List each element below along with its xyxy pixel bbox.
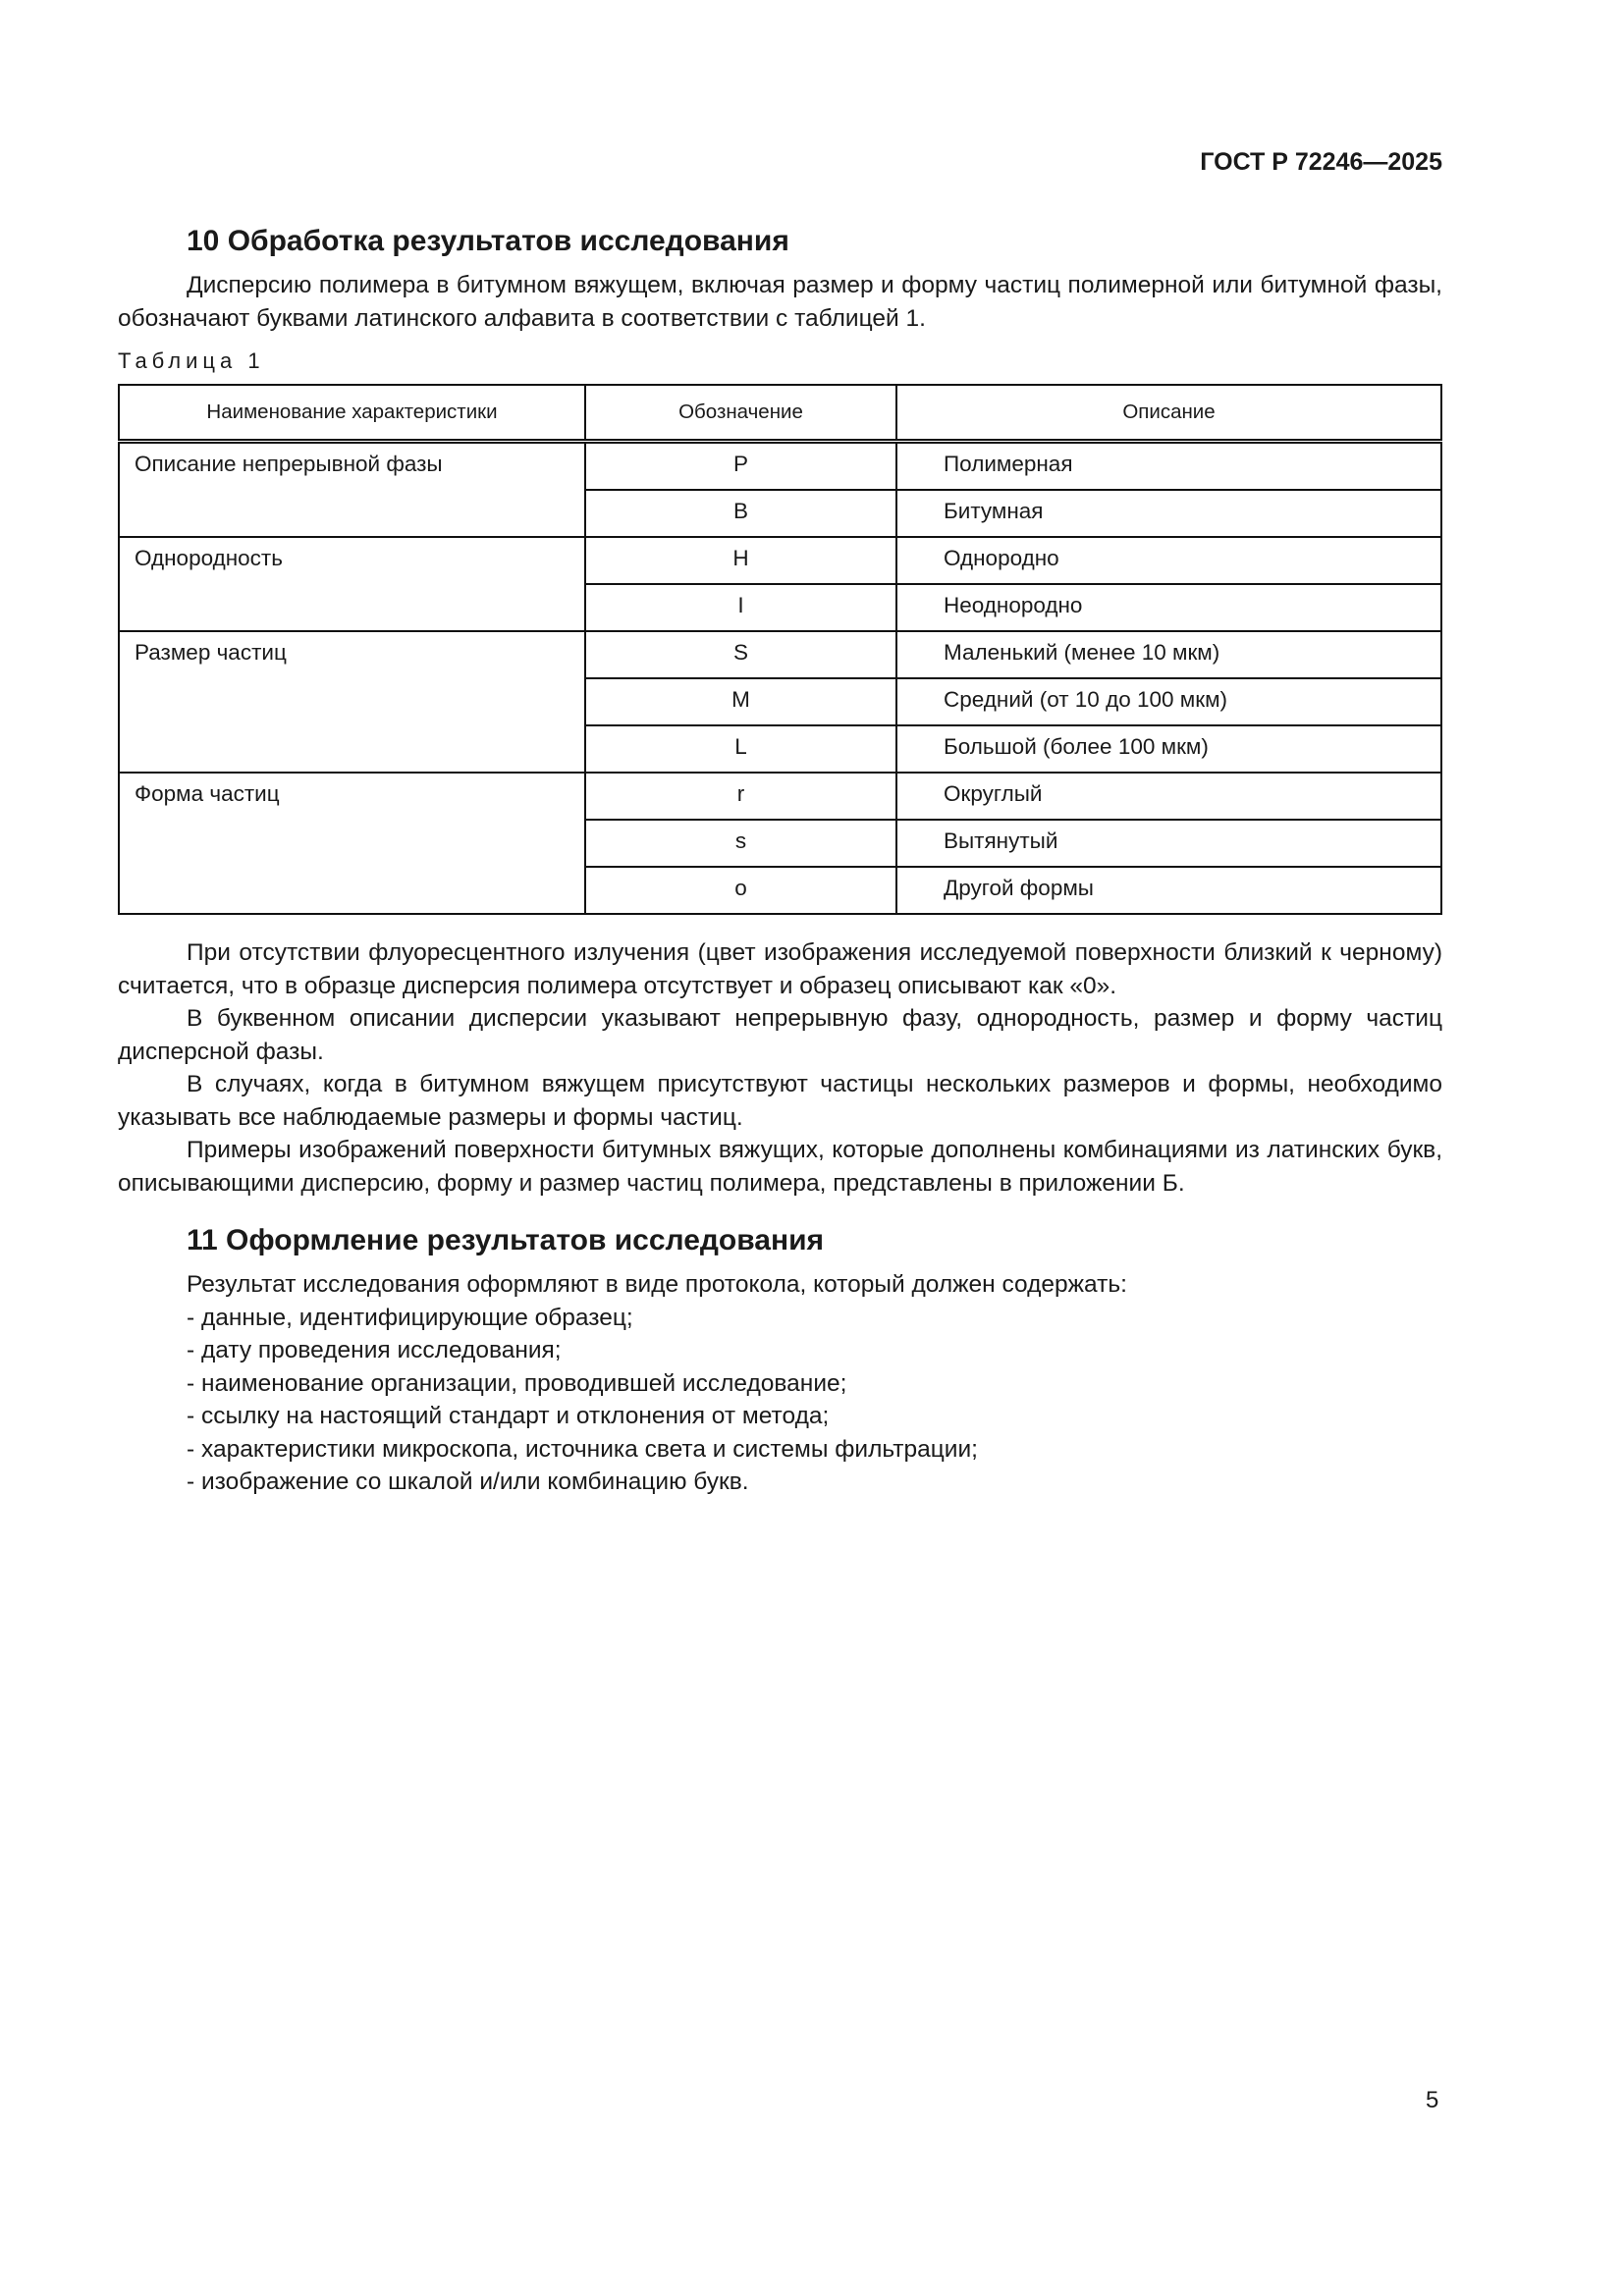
header-characteristic: Наименование характеристики [118, 384, 586, 443]
section-10-notes: При отсутствии флуоресцентного излучения… [118, 936, 1442, 1200]
list-item: - наименование организации, проводившей … [187, 1369, 847, 1397]
designation-cell: P [584, 440, 897, 491]
table-row: M Средний (от 10 до 100 мкм) [119, 677, 1442, 726]
characteristic-cell: Размер частиц [118, 630, 586, 774]
table-row: Описание непрерывной фазы P Полимерная [118, 440, 1442, 538]
designation-cell: H [584, 536, 897, 585]
table-row: Однородность H Однородно [118, 536, 1442, 632]
note-paragraph: При отсутствии флуоресцентного излучения… [118, 939, 1442, 999]
characteristic-cell: Однородность [118, 536, 586, 632]
designation-cell: L [584, 724, 897, 774]
table-row: L Большой (более 100 мкм) [119, 724, 1442, 774]
header-description: Описание [895, 384, 1442, 443]
table-row: Размер частиц S Маленький (менее 10 мкм) [118, 630, 1442, 774]
description-cell: Полимерная [895, 440, 1442, 491]
list-intro: Результат исследования оформляют в виде … [187, 1271, 1127, 1298]
note-paragraph: Примеры изображений поверхности битумных… [118, 1137, 1442, 1197]
table-caption: Таблица 1 [118, 348, 265, 373]
table-row: s Вытянутый [119, 819, 1442, 868]
header-designation: Обозначение [584, 384, 897, 443]
note-paragraph: В буквенном описании дисперсии указывают… [118, 1005, 1442, 1065]
designation-cell: o [584, 866, 897, 915]
document-code: ГОСТ Р 72246—2025 [1200, 148, 1442, 176]
characteristic-cell: Описание непрерывной фазы [118, 440, 586, 538]
description-cell: Неоднородно [895, 583, 1442, 632]
section-11-list: Результат исследования оформляют в виде … [187, 1268, 1442, 1499]
description-cell: Однородно [895, 536, 1442, 585]
designation-cell: r [584, 772, 897, 821]
intro-paragraph: Дисперсию полимера в битумном вяжущем, в… [118, 272, 1442, 332]
section-10-intro: Дисперсию полимера в битумном вяжущем, в… [118, 269, 1442, 335]
page-content: ГОСТ Р 72246—2025 10 Обработка результат… [118, 147, 1442, 1499]
table-body: Описание непрерывной фазы P Полимерная B Бит… [118, 440, 1442, 915]
description-cell: Вытянутый [895, 819, 1442, 868]
designation-cell: S [584, 630, 897, 679]
note-paragraph: В случаях, когда в битумном вяжущем прис… [118, 1071, 1442, 1131]
table-header-row: Наименование характеристики Обозначение … [118, 384, 1442, 443]
list-item: - дату проведения исследования; [187, 1337, 562, 1363]
table-row: o Другой формы [119, 866, 1442, 915]
designation-cell: I [584, 583, 897, 632]
table-row: B Битумная [119, 489, 1442, 538]
characteristic-cell: Форма частиц [118, 772, 586, 915]
list-item: - ссылку на настоящий стандарт и отклоне… [187, 1403, 830, 1429]
designation-cell: M [584, 677, 897, 726]
designation-cell: s [584, 819, 897, 868]
designation-cell: B [584, 489, 897, 538]
section-10-heading: 10 Обработка результатов исследования [187, 225, 789, 257]
table-row: Форма частиц r Округлый [118, 772, 1442, 915]
list-item: - данные, идентифицирующие образец; [187, 1304, 633, 1331]
page-number: 5 [1426, 2087, 1439, 2113]
description-cell: Средний (от 10 до 100 мкм) [895, 677, 1442, 726]
description-cell: Битумная [895, 489, 1442, 538]
description-cell: Большой (более 100 мкм) [895, 724, 1442, 774]
description-cell: Другой формы [895, 866, 1442, 915]
list-item: - изображение со шкалой и/или комбинацию… [187, 1468, 749, 1495]
designation-table: Наименование характеристики Обозначение … [118, 384, 1442, 915]
section-11-heading: 11 Оформление результатов исследования [187, 1224, 825, 1256]
table-row: I Неоднородно [119, 583, 1442, 632]
list-item: - характеристики микроскопа, источника с… [187, 1435, 978, 1463]
description-cell: Округлый [895, 772, 1442, 821]
description-cell: Маленький (менее 10 мкм) [895, 630, 1442, 679]
